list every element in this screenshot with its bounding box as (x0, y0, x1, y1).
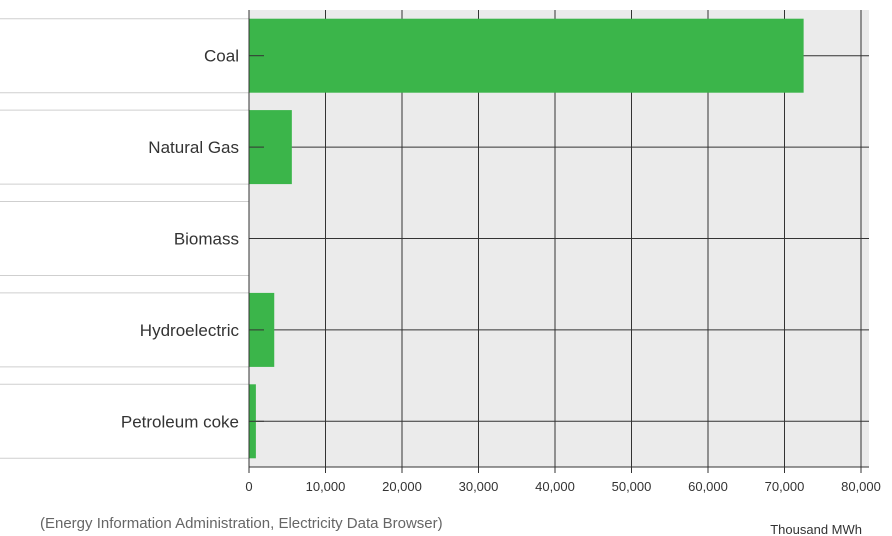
x-tick-label: 80,000 (841, 479, 881, 494)
bars (249, 18, 804, 459)
x-tick-label: 60,000 (688, 479, 728, 494)
category-label: Coal (204, 47, 239, 66)
x-tick-label: 40,000 (535, 479, 575, 494)
bar (249, 18, 804, 93)
x-tick-label: 70,000 (765, 479, 805, 494)
x-axis-ticks: 0 10,000 20,000 30,000 40,000 50,000 60,000 70,… (245, 467, 881, 494)
category-label: Biomass (174, 230, 239, 249)
x-tick-label: 30,000 (459, 479, 499, 494)
x-tick-label: 10,000 (306, 479, 346, 494)
category-label: Hydroelectric (140, 321, 240, 340)
category-label: Natural Gas (148, 138, 239, 157)
category-labels: Coal Natural Gas Biomass Hydroelectric Petro… (121, 47, 240, 432)
source-note: (Energy Information Administration, Elec… (40, 515, 443, 532)
row-separators (0, 18, 249, 459)
x-tick-label: 20,000 (382, 479, 422, 494)
x-tick-label: 0 (245, 479, 252, 494)
x-tick-label: 50,000 (612, 479, 652, 494)
unit-label: Thousand MWh (770, 522, 862, 536)
category-label: Petroleum coke (121, 412, 239, 431)
